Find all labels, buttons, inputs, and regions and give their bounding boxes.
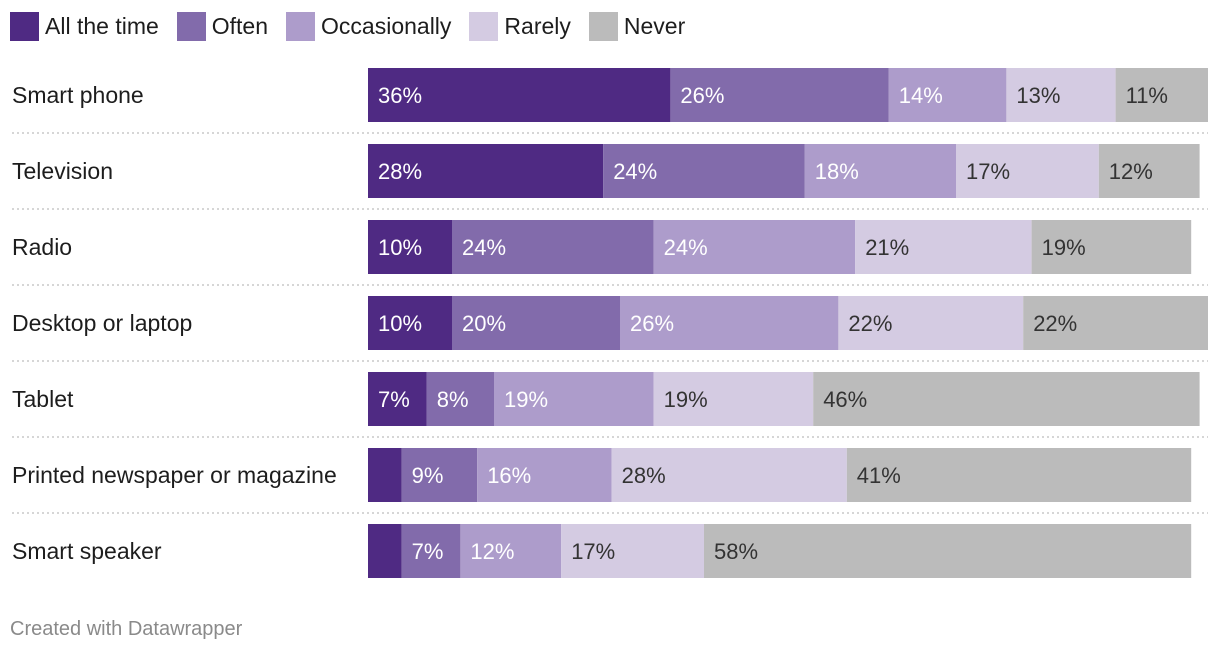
value-label-radio-rarely: 21% <box>865 235 909 260</box>
bar-segment-tablet-all-the-time <box>368 372 427 426</box>
legend-item-all-the-time: All the time <box>10 11 159 41</box>
value-label-printed-newspaper-or-magazine-often: 9% <box>412 463 444 488</box>
bar-segment-desktop-or-laptop-often <box>452 296 620 350</box>
value-label-television-occasionally: 18% <box>815 159 859 184</box>
bar-segment-desktop-or-laptop-all-the-time <box>368 296 452 350</box>
value-label-radio-all-the-time: 10% <box>378 235 422 260</box>
chart-legend: All the time Often Occasionally Rarely N… <box>10 10 703 42</box>
bar-segment-smart-speaker-often <box>401 524 461 578</box>
category-label-tablet: Tablet <box>12 386 74 412</box>
value-label-printed-newspaper-or-magazine-rarely: 28% <box>622 463 666 488</box>
bar-segment-printed-newspaper-or-magazine-occasionally <box>477 448 612 502</box>
bar-segment-desktop-or-laptop-occasionally <box>620 296 839 350</box>
value-label-smart-phone-often: 26% <box>680 83 724 108</box>
bar-segment-smart-speaker-all-the-time <box>368 524 402 578</box>
bar-segment-television-often <box>603 144 805 198</box>
bar-segment-television-occasionally <box>804 144 956 198</box>
value-label-television-often: 24% <box>613 159 657 184</box>
value-label-desktop-or-laptop-occasionally: 26% <box>630 311 674 336</box>
value-label-tablet-often: 8% <box>437 387 469 412</box>
value-label-television-never: 12% <box>1109 159 1153 184</box>
legend-swatch-never <box>588 11 618 41</box>
bar-segment-tablet-rarely <box>653 372 814 426</box>
value-label-smart-speaker-rarely: 17% <box>571 539 615 564</box>
value-label-radio-never: 19% <box>1042 235 1086 260</box>
value-label-desktop-or-laptop-rarely: 22% <box>848 311 892 336</box>
legend-swatch-rarely <box>469 11 499 41</box>
bar-segment-tablet-occasionally <box>494 372 654 426</box>
bar-segment-tablet-never <box>813 372 1200 426</box>
value-label-smart-phone-all-the-time: 36% <box>378 83 422 108</box>
stacked-bar-chart: Smart phone 36% 26% 14% 13% 11% Television 28% 2… <box>12 68 1208 578</box>
value-label-desktop-or-laptop-often: 20% <box>462 311 506 336</box>
bar-segment-printed-newspaper-or-magazine-rarely <box>611 448 847 502</box>
value-label-desktop-or-laptop-never: 22% <box>1033 311 1077 336</box>
legend-label-rarely: Rarely <box>504 12 571 39</box>
bar-segment-desktop-or-laptop-never <box>1023 296 1208 350</box>
category-label-smart-speaker: Smart speaker <box>12 538 162 564</box>
legend-label-never: Never <box>623 12 686 39</box>
bar-segment-printed-newspaper-or-magazine-often <box>401 448 478 502</box>
value-label-desktop-or-laptop-all-the-time: 10% <box>378 311 422 336</box>
bar-segment-smart-phone-often <box>670 68 889 122</box>
value-label-printed-newspaper-or-magazine-occasionally: 16% <box>487 463 531 488</box>
value-label-smart-phone-never: 11% <box>1126 83 1168 108</box>
value-label-tablet-rarely: 19% <box>664 387 708 412</box>
value-label-smart-phone-occasionally: 14% <box>899 83 943 108</box>
value-label-smart-speaker-occasionally: 12% <box>470 539 514 564</box>
value-label-smart-speaker-often: 7% <box>412 539 444 564</box>
legend-item-occasionally: Occasionally <box>286 11 452 41</box>
category-label-desktop-or-laptop: Desktop or laptop <box>12 310 192 336</box>
value-label-printed-newspaper-or-magazine-never: 41% <box>857 463 901 488</box>
bar-segment-smart-phone-occasionally <box>888 68 1007 122</box>
value-label-radio-often: 24% <box>462 235 506 260</box>
category-label-television: Television <box>12 158 113 184</box>
value-label-television-rarely: 17% <box>966 159 1010 184</box>
bar-segment-television-rarely <box>956 144 1099 198</box>
legend-swatch-often <box>176 11 206 41</box>
value-label-smart-speaker-never: 58% <box>714 539 758 564</box>
bar-segment-smart-speaker-occasionally <box>460 524 562 578</box>
legend-item-never: Never <box>588 11 686 41</box>
bar-segment-printed-newspaper-or-magazine-never <box>846 448 1192 502</box>
category-label-smart-phone: Smart phone <box>12 82 144 108</box>
category-label-radio: Radio <box>12 234 72 260</box>
bar-segment-radio-never <box>1031 220 1192 274</box>
bar-segment-television-all-the-time <box>368 144 604 198</box>
value-label-smart-phone-rarely: 13% <box>1016 83 1060 108</box>
bar-segment-smart-phone-all-the-time <box>368 68 671 122</box>
legend-label-often: Often <box>211 12 269 39</box>
bar-segment-radio-often <box>452 220 654 274</box>
value-label-radio-occasionally: 24% <box>664 235 708 260</box>
legend-item-rarely: Rarely <box>469 11 571 41</box>
legend-swatch-occasionally <box>286 11 316 41</box>
legend-label-all-the-time: All the time <box>45 12 159 39</box>
value-label-tablet-never: 46% <box>823 387 867 412</box>
bar-segment-smart-phone-rarely <box>1006 68 1116 122</box>
bar-segment-radio-all-the-time <box>368 220 452 274</box>
value-label-tablet-all-the-time: 7% <box>378 387 410 412</box>
value-label-television-all-the-time: 28% <box>378 159 422 184</box>
category-label-printed-newspaper-or-magazine: Printed newspaper or magazine <box>12 462 337 488</box>
legend-label-occasionally: Occasionally <box>321 12 452 39</box>
bar-segment-desktop-or-laptop-rarely <box>838 296 1024 350</box>
bar-segment-smart-speaker-never <box>704 524 1192 578</box>
bar-segment-television-never <box>1098 144 1200 198</box>
value-label-tablet-occasionally: 19% <box>504 387 548 412</box>
legend-item-often: Often <box>176 11 269 41</box>
footer-credit[interactable]: Created with Datawrapper <box>10 618 243 640</box>
legend-swatch-all-the-time <box>10 11 39 41</box>
bar-segment-tablet-often <box>426 372 494 426</box>
bar-segment-smart-phone-never <box>1115 68 1208 122</box>
bar-segment-radio-occasionally <box>653 220 856 274</box>
bar-segment-smart-speaker-rarely <box>561 524 704 578</box>
bar-segment-radio-rarely <box>855 220 1032 274</box>
bar-segment-printed-newspaper-or-magazine-all-the-time <box>368 448 402 502</box>
